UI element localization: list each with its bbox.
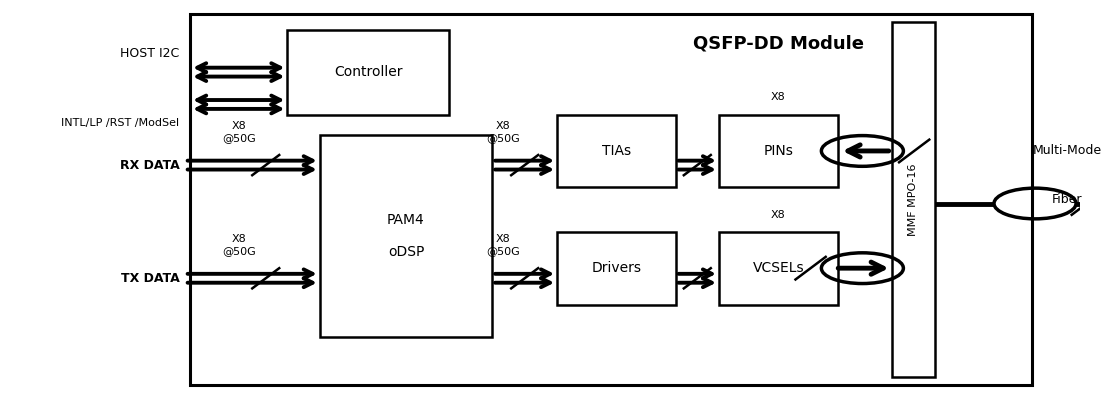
Text: Multi-Mode: Multi-Mode	[1033, 144, 1102, 158]
Bar	[190, 13, 1032, 385]
Text: HOST I2C: HOST I2C	[121, 48, 179, 60]
Bar	[288, 30, 449, 115]
Text: X8: X8	[771, 210, 785, 220]
Text: PINs: PINs	[763, 144, 793, 158]
Text: QSFP-DD Module: QSFP-DD Module	[692, 35, 864, 53]
Text: VCSELs: VCSELs	[752, 261, 804, 275]
Text: MMF MPO-16: MMF MPO-16	[908, 163, 918, 236]
Text: Drivers: Drivers	[592, 261, 641, 275]
Bar	[719, 115, 837, 187]
Text: TX DATA: TX DATA	[121, 272, 179, 285]
Bar	[557, 232, 676, 304]
Text: Controller: Controller	[334, 65, 403, 79]
Text: X8: X8	[771, 92, 785, 103]
Text: X8
@50G: X8 @50G	[487, 121, 520, 143]
Text: oDSP: oDSP	[388, 245, 425, 259]
Text: INTL/LP /RST /ModSel: INTL/LP /RST /ModSel	[61, 118, 179, 128]
Text: RX DATA: RX DATA	[119, 159, 179, 172]
Text: Fiber: Fiber	[1052, 193, 1083, 206]
Bar	[719, 232, 837, 304]
Text: TIAs: TIAs	[602, 144, 630, 158]
Text: X8
@50G: X8 @50G	[487, 234, 520, 256]
Bar	[891, 22, 935, 377]
Bar	[320, 135, 492, 337]
Text: PAM4: PAM4	[387, 213, 425, 227]
Text: X8
@50G: X8 @50G	[222, 121, 255, 143]
Bar	[557, 115, 676, 187]
Text: X8
@50G: X8 @50G	[222, 234, 255, 256]
